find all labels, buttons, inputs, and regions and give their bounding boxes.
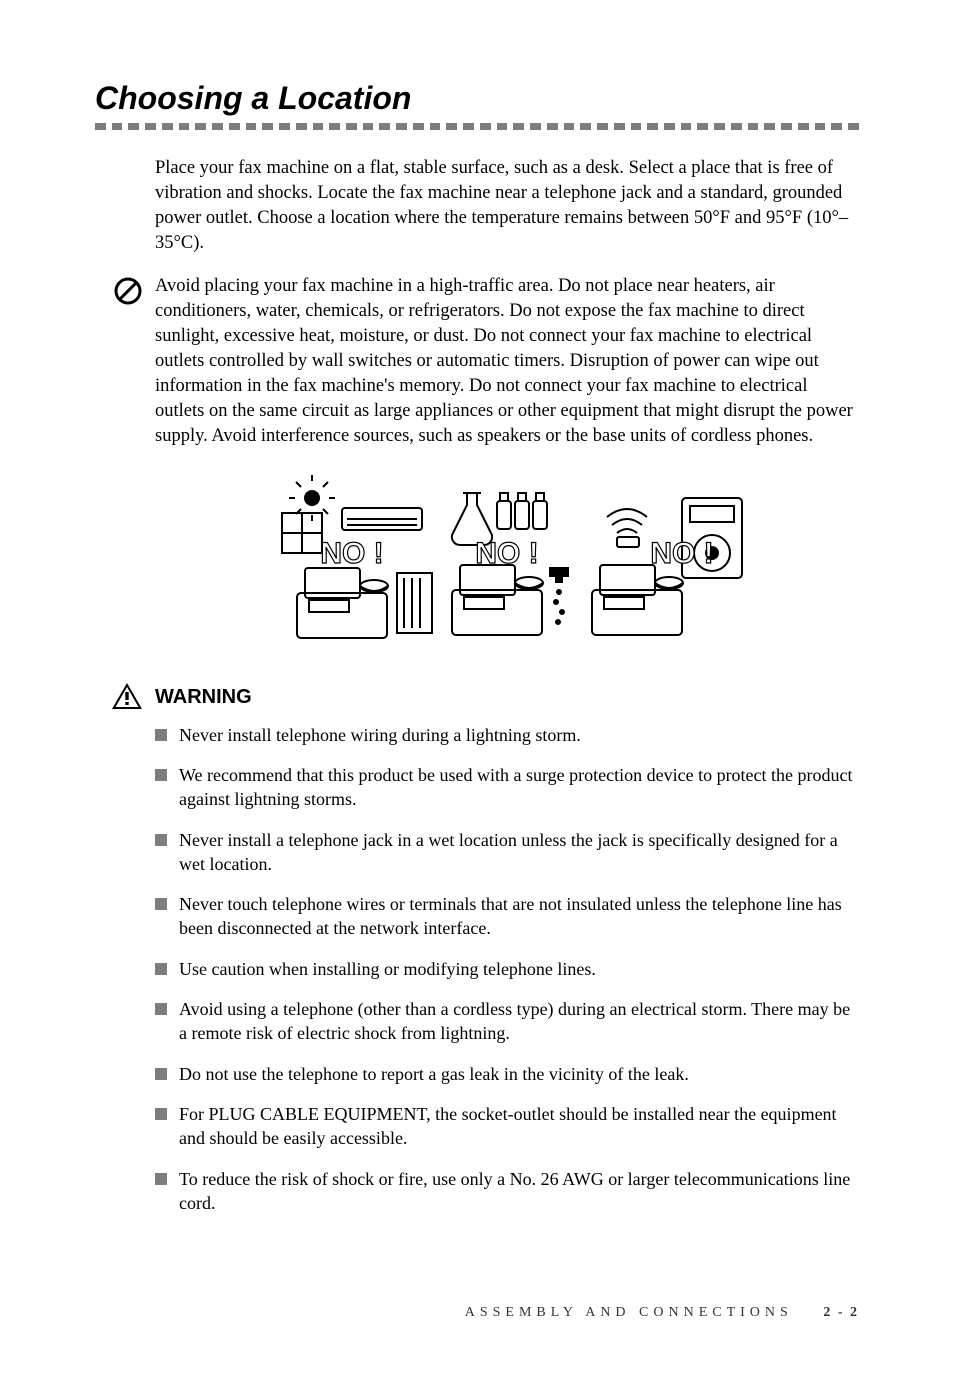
bullet-square-icon [155,1108,167,1120]
section-title: Choosing a Location [95,80,859,117]
warning-list: Never install telephone wiring during a … [155,723,859,1215]
warning-item: We recommend that this product be used w… [155,763,859,812]
bullet-square-icon [155,1068,167,1080]
warning-item: For PLUG CABLE EQUIPMENT, the socket-out… [155,1102,859,1151]
warning-item-text: Never touch telephone wires or terminals… [179,894,842,938]
no-label-2: NO ! [475,537,538,570]
bullet-square-icon [155,834,167,846]
bullet-square-icon [155,898,167,910]
warning-item-text: Do not use the telephone to report a gas… [179,1064,689,1084]
footer-section: ASSEMBLY AND CONNECTIONS [465,1305,793,1320]
warning-item: Never install telephone wiring during a … [155,723,859,747]
bullet-square-icon [155,1003,167,1015]
intro-paragraph: Place your fax machine on a flat, stable… [155,156,859,256]
warning-item-text: Never install telephone wiring during a … [179,725,581,745]
no-label-1: NO ! [320,537,383,570]
warning-item-text: To reduce the risk of shock or fire, use… [179,1169,850,1213]
warning-icon [111,682,143,715]
warning-header: WARNING [155,686,859,709]
warning-item-text: Use caution when installing or modifying… [179,959,596,979]
footer-page-number: 2 - 2 [823,1305,859,1320]
warning-title: WARNING [155,686,859,709]
placement-figure: NO ! [155,473,859,658]
warning-item: Avoid using a telephone (other than a co… [155,997,859,1046]
dashed-rule [95,123,859,130]
warning-item: Do not use the telephone to report a gas… [155,1062,859,1086]
warning-item: Never touch telephone wires or terminals… [155,892,859,941]
warning-item-text: For PLUG CABLE EQUIPMENT, the socket-out… [179,1104,837,1148]
page: Choosing a Location Place your fax machi… [0,0,954,1391]
bullet-square-icon [155,1173,167,1185]
no-label-3: NO ! [650,537,713,570]
warning-item: Use caution when installing or modifying… [155,957,859,981]
bullet-square-icon [155,729,167,741]
bullet-square-icon [155,963,167,975]
warning-item-text: Never install a telephone jack in a wet … [179,830,838,874]
warning-item-text: Avoid using a telephone (other than a co… [179,999,850,1043]
warning-item-text: We recommend that this product be used w… [179,765,853,809]
warning-item: Never install a telephone jack in a wet … [155,828,859,877]
bullet-square-icon [155,769,167,781]
body-block: Place your fax machine on a flat, stable… [155,156,859,1215]
page-footer: ASSEMBLY AND CONNECTIONS 2 - 2 [95,1305,859,1321]
prohibit-icon [113,276,143,311]
caution-paragraph: Avoid placing your fax machine in a high… [155,274,859,449]
warning-item: To reduce the risk of shock or fire, use… [155,1167,859,1216]
caution-note: Avoid placing your fax machine in a high… [155,274,859,449]
